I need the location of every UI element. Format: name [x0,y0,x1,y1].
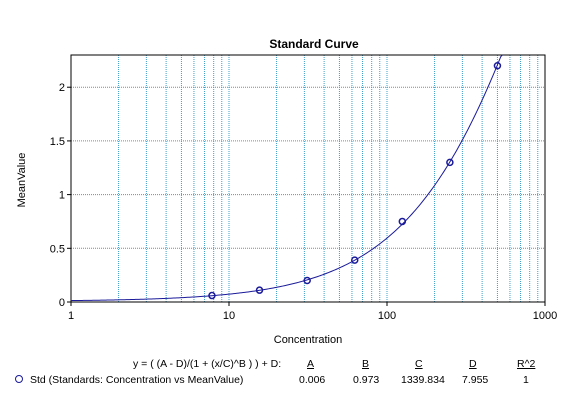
x-tick-label: 1000 [533,310,557,322]
grid-lines [71,55,545,302]
x-tick-label: 100 [378,310,396,322]
data-point [350,256,359,264]
fit-value-d: 7.955 [462,374,489,386]
x-tick-label: 10 [223,310,235,322]
fit-curve-line [70,54,503,302]
data-point [398,217,407,226]
x-tick-label: 1 [68,310,74,322]
y-tick-label: 2 [59,82,65,94]
y-tick-label: 1 [59,190,65,202]
y-tick-label: 0 [59,297,65,309]
y-tick-label: 0.5 [50,243,65,255]
legend-series-label: Std (Standards: Concentration vs MeanVal… [30,374,244,386]
data-point [303,276,311,285]
fit-parameters-table: y = ( (A - D)/(1 + (x/C)^B ) ) + D: A B … [0,358,585,398]
fit-equation: y = ( (A - D)/(1 + (x/C)^B ) ) + D: [133,358,282,370]
fit-header-b: B [362,358,370,370]
plot-area-border [70,54,546,303]
fit-header-d: D [469,358,477,370]
data-point [446,158,454,167]
data-point [493,61,502,70]
fit-header-a: A [307,358,315,370]
fit-header-c: C [415,358,423,370]
chart-title: Standard Curve [269,37,359,51]
fit-value-c: 1339.834 [401,374,445,386]
y-axis-label: MeanValue [16,153,28,208]
fit-header-r2: R^2 [517,358,536,370]
fit-value-a: 0.006 [299,374,326,386]
x-axis-label: Concentration [274,334,343,346]
fit-value-b: 0.973 [353,374,380,386]
axes: 1 10 100 1000 0 0.5 1 1.5 2 [50,82,558,322]
data-points [208,61,502,300]
data-point [208,291,216,300]
y-tick-label: 1.5 [50,136,65,148]
legend-marker-icon [15,375,23,383]
data-point [255,286,264,294]
fit-value-r2: 1 [523,374,529,386]
